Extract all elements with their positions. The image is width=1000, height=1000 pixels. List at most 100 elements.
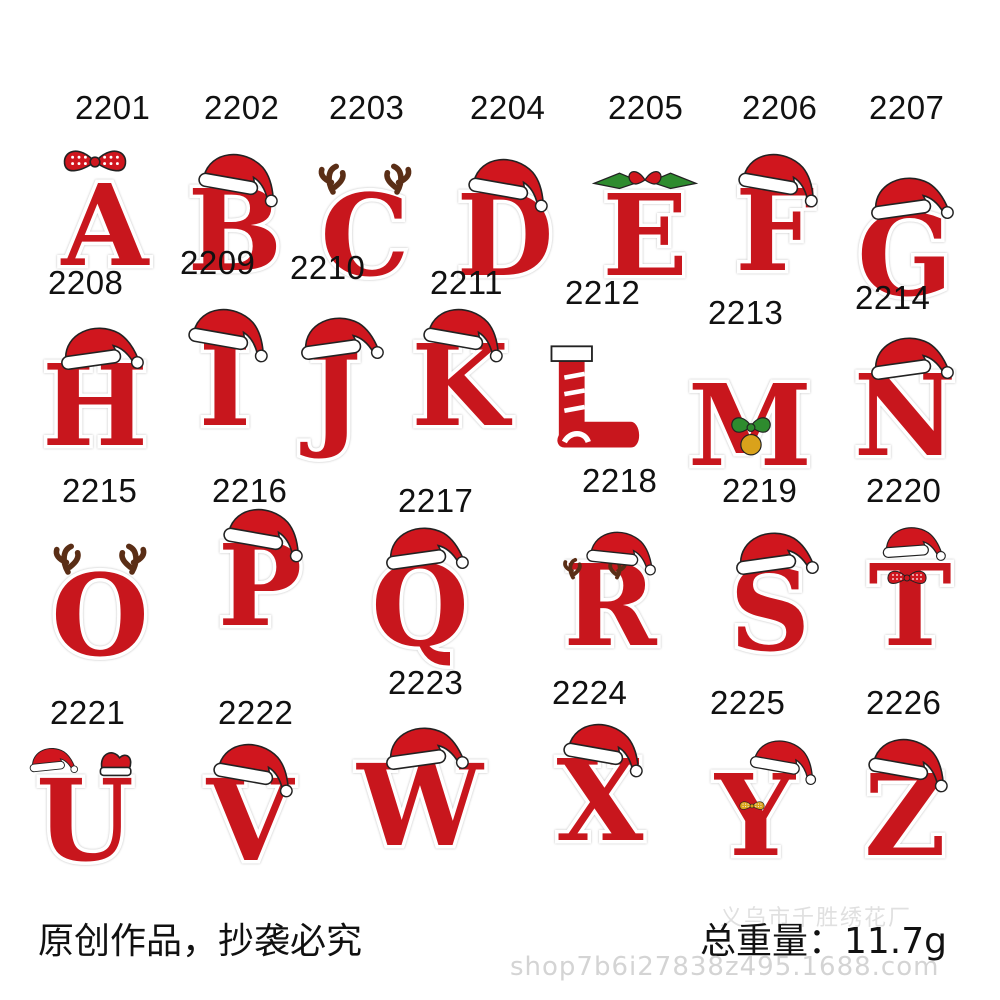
letter-patch-c: C xyxy=(300,150,430,306)
letter-patch-d: D xyxy=(440,150,570,306)
letter-patch-m: M xyxy=(685,340,816,496)
patch-graphic: E xyxy=(591,168,699,306)
patch-graphic: V xyxy=(202,743,299,891)
patch-code: 2223 xyxy=(388,664,464,701)
letter-patch-h: H xyxy=(30,320,160,476)
santa-hat-icon xyxy=(871,337,954,381)
antlers-icon xyxy=(53,543,147,575)
total-weight: 总重量：11.7g xyxy=(700,921,948,962)
patch-code: 2216 xyxy=(212,472,288,509)
patch-code: 2218 xyxy=(582,462,658,499)
patch-graphic: O xyxy=(48,543,152,686)
patch-graphic: J xyxy=(296,317,384,466)
patch-code: 2221 xyxy=(50,694,126,731)
patch-graphic: F xyxy=(732,153,818,301)
patch-graphic: P xyxy=(214,508,306,656)
patch-code: 2210 xyxy=(290,249,366,286)
patch-letter: A xyxy=(61,161,151,292)
santa-hat-icon xyxy=(29,748,78,774)
santa-hat-icon xyxy=(198,153,278,208)
patch-code: 2215 xyxy=(62,472,138,509)
letter-patch-g: G xyxy=(840,170,970,326)
patch-graphic: A xyxy=(57,150,154,296)
letter-patch-t: T xyxy=(845,520,975,676)
letter-patch-r: R xyxy=(545,520,675,676)
santa-hat-icon xyxy=(882,527,946,561)
santa-hat-icon xyxy=(301,317,384,361)
bow-icon xyxy=(887,570,927,584)
bow-icon xyxy=(63,150,127,172)
santa-hat-icon xyxy=(61,327,144,371)
stocking-icon xyxy=(550,345,643,452)
patch-code: 2204 xyxy=(470,89,546,126)
santa-hat-icon xyxy=(749,740,817,786)
santa-hat-icon xyxy=(868,738,948,793)
patch-graphic: C xyxy=(317,163,413,306)
patch-graphic: Z xyxy=(861,738,949,886)
patch-code: 2225 xyxy=(710,684,786,721)
santa-hat-icon xyxy=(738,153,818,208)
patch-code: 2224 xyxy=(552,674,628,711)
holly-icon xyxy=(591,171,699,190)
patch-graphic: N xyxy=(850,337,960,486)
letter-patch-v: V xyxy=(185,735,315,891)
santa-hat-icon xyxy=(223,508,303,563)
patch-graphic: B xyxy=(184,153,286,301)
antlers-icon xyxy=(318,163,412,195)
patch-graphic: T xyxy=(865,527,955,676)
letter-patch-e: E xyxy=(580,150,710,306)
shop-watermark: shop7b6i27838z495.1688.com xyxy=(510,952,940,982)
patch-code: 2220 xyxy=(866,472,942,509)
patch-graphic: M xyxy=(685,358,816,496)
patch-code: 2213 xyxy=(708,294,784,331)
patch-code: 2201 xyxy=(75,89,151,126)
santa-hat-icon xyxy=(563,723,643,778)
santa-hat-icon xyxy=(423,308,503,363)
patch-graphic: Q xyxy=(368,527,472,676)
patch-graphic: Y xyxy=(711,740,817,886)
patch-code: 2208 xyxy=(48,264,124,301)
patch-letter: E xyxy=(602,171,687,302)
patch-code: 2219 xyxy=(722,472,798,509)
patch-graphic: D xyxy=(453,158,557,306)
santa-hat-icon xyxy=(386,527,469,571)
patch-code: 2211 xyxy=(430,264,503,301)
patch-code: 2202 xyxy=(204,89,280,126)
patch-graphic: G xyxy=(854,177,956,326)
letter-patch-y: Y xyxy=(690,730,820,886)
patch-code: 2214 xyxy=(855,279,931,316)
patch-code: 2203 xyxy=(329,89,405,126)
patch-code: 2207 xyxy=(869,89,945,126)
patch-code: 2206 xyxy=(742,89,818,126)
letter-patch-j: J xyxy=(270,310,400,466)
patch-graphic: W xyxy=(353,727,489,876)
bell-icon xyxy=(731,417,771,456)
letter-patch-z: Z xyxy=(840,730,970,886)
santa-hat-icon xyxy=(213,743,293,798)
patch-graphic: X xyxy=(553,723,647,871)
patch-graphic: R xyxy=(560,531,661,676)
santa-hat-icon xyxy=(188,308,268,363)
santa-hat-icon xyxy=(386,727,469,771)
patch-code: 2217 xyxy=(398,482,474,519)
patch-graphic: S xyxy=(726,532,819,681)
letter-patch-p: P xyxy=(195,500,325,656)
patch-code: 2222 xyxy=(218,694,294,731)
letter-patch-i: I xyxy=(160,300,290,456)
patch-letter: T xyxy=(868,541,951,672)
letter-patch-l xyxy=(535,330,665,480)
letter-patch-f: F xyxy=(710,145,840,301)
letter-patch-s: S xyxy=(705,525,835,681)
patch-graphic: H xyxy=(39,327,151,476)
santa-hat-icon xyxy=(468,158,548,213)
letter-patch-u: U xyxy=(20,735,150,891)
patch-code: 2209 xyxy=(180,244,256,281)
letter-patch-b: B xyxy=(170,145,300,301)
letter-patch-o: O xyxy=(35,530,165,686)
letter-patch-q: Q xyxy=(355,520,485,676)
santa-hat-icon xyxy=(871,177,954,221)
santa-hat-icon xyxy=(736,532,819,576)
watermark-top: 义乌市千胜绣花厂 xyxy=(720,906,913,931)
patch-code: 2226 xyxy=(866,684,942,721)
